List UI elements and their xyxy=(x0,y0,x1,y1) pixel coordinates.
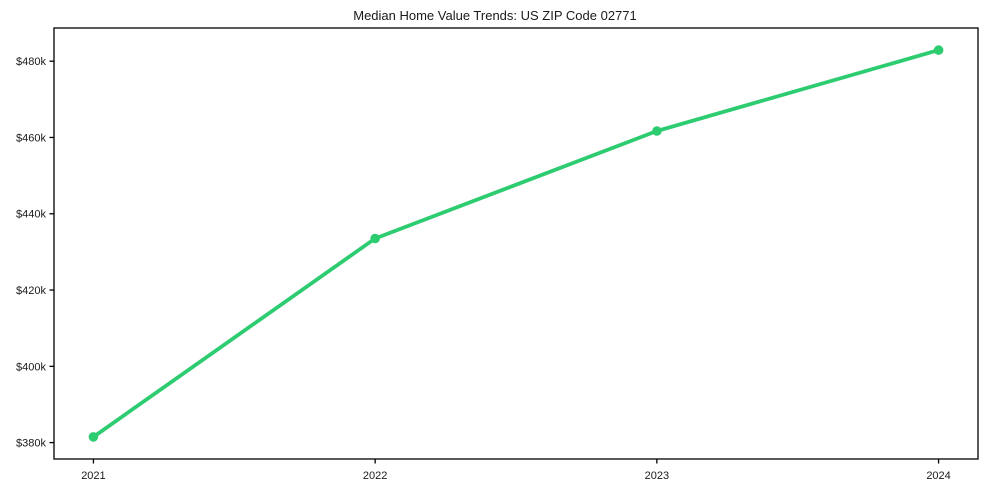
y-tick-label: $420k xyxy=(16,285,46,297)
chart-title: Median Home Value Trends: US ZIP Code 02… xyxy=(353,8,637,23)
x-tick-label: 2022 xyxy=(363,470,387,482)
data-point-marker xyxy=(370,233,380,244)
data-point-marker xyxy=(652,126,662,136)
x-tick-label: 2021 xyxy=(81,470,105,482)
y-tick-label: $460k xyxy=(16,132,46,144)
x-tick-label: 2024 xyxy=(926,470,950,482)
y-tick-label: $480k xyxy=(16,56,46,68)
y-tick-label: $440k xyxy=(16,209,46,221)
x-tick-label: 2023 xyxy=(645,470,669,482)
y-tick-label: $380k xyxy=(16,438,46,450)
trend-line xyxy=(91,48,941,439)
data-point-marker xyxy=(88,432,99,442)
y-tick-label: $400k xyxy=(16,361,46,373)
plot-frame xyxy=(53,27,979,460)
data-point-marker xyxy=(933,45,944,55)
